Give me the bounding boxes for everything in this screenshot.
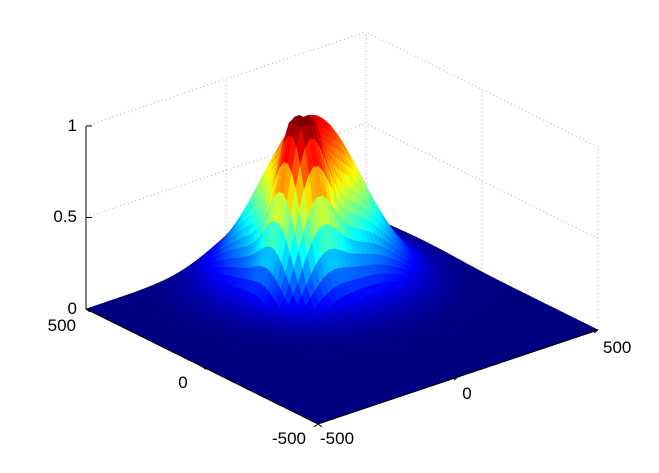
x-tick-label: 500 — [603, 338, 631, 357]
plot-axes — [85, 125, 599, 428]
z-tick-label: 1 — [68, 116, 77, 135]
surface-mesh — [85, 114, 599, 425]
wall-gridline — [365, 31, 599, 148]
y-tick — [201, 366, 207, 370]
z-tick-label: 0.5 — [53, 207, 77, 226]
y-tick-label: 0 — [178, 373, 187, 392]
tick-labels: 0 0.5 1 500 0 -500 -500 0 500 — [48, 116, 632, 448]
x-tick — [453, 376, 459, 381]
x-tick-label: 0 — [462, 384, 471, 403]
y-tick-label: 500 — [48, 316, 76, 335]
x-tick — [593, 329, 599, 334]
wall-gridline — [85, 31, 367, 127]
y-tick — [317, 423, 323, 428]
y-tick — [85, 308, 91, 313]
y-tick-label: -500 — [272, 429, 306, 448]
z-tick-label: 0 — [68, 299, 77, 318]
x-tick — [313, 423, 319, 428]
wall-gridline — [365, 123, 599, 239]
x-tick-label: -500 — [320, 429, 354, 448]
